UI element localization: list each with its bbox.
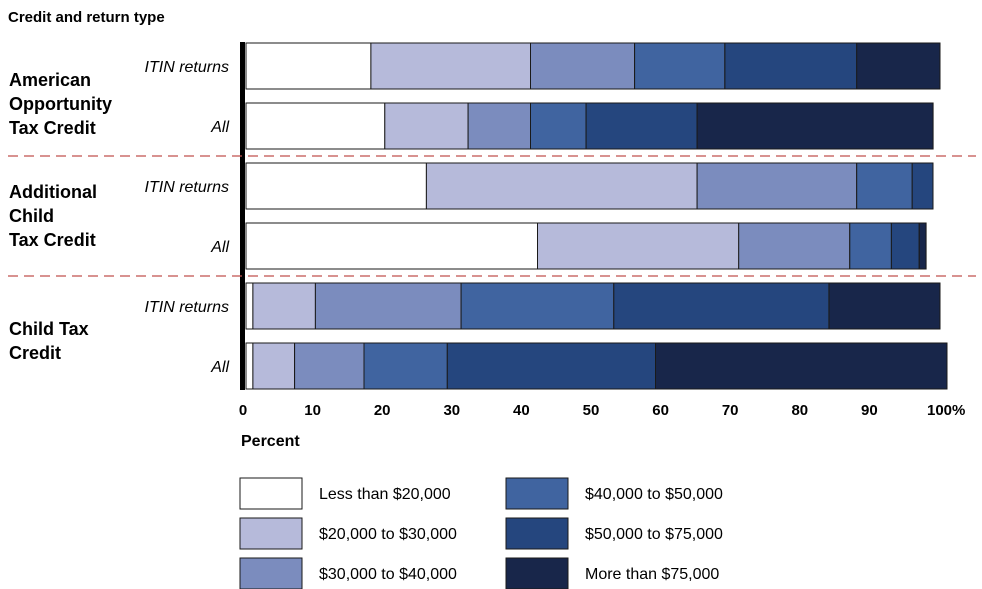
bar-segment-row2-series2 xyxy=(384,102,469,150)
y-axis-line xyxy=(240,42,245,390)
group-label-2-line-2: Child xyxy=(9,206,54,226)
row-label-2: All xyxy=(210,119,229,136)
bar-segment-row5-series1 xyxy=(245,282,254,330)
x-tick-label-5: 40 xyxy=(513,402,530,419)
bar-segment-row4-series6 xyxy=(918,222,927,270)
x-tick-label-6: 50 xyxy=(583,402,600,419)
bar-segment-row5-series3 xyxy=(314,282,462,330)
legend-swatch-1 xyxy=(239,477,303,510)
group-label-1-line-2: Opportunity xyxy=(9,94,112,114)
bar-segment-row2-series1 xyxy=(245,102,386,150)
bar-segment-row2-series4 xyxy=(530,102,587,150)
legend-swatch-4 xyxy=(505,477,569,510)
bar-segment-row1-series2 xyxy=(370,42,531,90)
legend-label-2: $20,000 to $30,000 xyxy=(319,526,457,543)
group-label-3-line-2: Credit xyxy=(9,343,61,363)
row-label-5: ITIN returns xyxy=(145,299,229,316)
x-tick-label-10: 90 xyxy=(861,402,878,419)
x-tick-label-7: 60 xyxy=(652,402,669,419)
bar-segment-row5-series4 xyxy=(460,282,615,330)
bar-segment-row3-series2 xyxy=(425,162,698,210)
x-tick-label-1: 0 xyxy=(239,402,247,419)
x-tick-label-3: 20 xyxy=(374,402,391,419)
group-label-2-line-3: Tax Credit xyxy=(9,230,96,250)
group-separators xyxy=(8,155,976,277)
legend-swatch-6 xyxy=(505,557,569,589)
bar-segment-row4-series4 xyxy=(849,222,892,270)
bar-segment-row1-series1 xyxy=(245,42,372,90)
legend-label-6: More than $75,000 xyxy=(585,566,719,583)
bar-segment-row1-series4 xyxy=(634,42,726,90)
x-tick-label-2: 10 xyxy=(304,402,321,419)
bar-segment-row3-series1 xyxy=(245,162,427,210)
bar-segment-row6-series3 xyxy=(294,342,365,390)
x-axis-ticks: 0 10 20 30 40 50 60 70 80 90 100% xyxy=(239,402,966,419)
group-label-1-line-1: American xyxy=(9,70,91,90)
bar-segment-row6-series1 xyxy=(245,342,254,390)
group-label-3-line-1: Child Tax xyxy=(9,319,89,339)
group-label-1-line-3: Tax Credit xyxy=(9,118,96,138)
row-label-3: ITIN returns xyxy=(145,179,229,196)
bar-segment-row6-series6 xyxy=(655,342,948,390)
bar-segment-row5-series2 xyxy=(252,282,316,330)
bar-segment-row6-series2 xyxy=(252,342,295,390)
bar-segment-row2-series5 xyxy=(585,102,698,150)
row-labels: American Opportunity Tax Credit ITIN return… xyxy=(9,59,229,376)
bar-segment-row4-series5 xyxy=(890,222,920,270)
bar-segment-row3-series3 xyxy=(696,162,858,210)
legend-label-4: $40,000 to $50,000 xyxy=(585,486,723,503)
row-label-4: All xyxy=(210,239,229,256)
x-tick-label-4: 30 xyxy=(443,402,460,419)
bar-segment-row3-series4 xyxy=(856,162,913,210)
bar-segment-row1-series5 xyxy=(724,42,858,90)
x-tick-label-8: 70 xyxy=(722,402,739,419)
legend-label-1: Less than $20,000 xyxy=(319,486,451,503)
bars-layer xyxy=(240,42,948,390)
bar-segment-row2-series3 xyxy=(467,102,532,150)
legend-swatch-3 xyxy=(239,557,303,589)
legend-swatch-2 xyxy=(239,517,303,550)
legend-label-3: $30,000 to $40,000 xyxy=(319,566,457,583)
group-label-2-line-1: Additional xyxy=(9,182,97,202)
legend-swatch-5 xyxy=(505,517,569,550)
bar-segment-row6-series5 xyxy=(446,342,656,390)
legend: Less than $20,000 $20,000 to $30,000 $30,0… xyxy=(239,477,723,589)
row-label-1: ITIN returns xyxy=(145,59,229,76)
x-axis-label: Percent xyxy=(241,433,300,450)
x-tick-label-9: 80 xyxy=(791,402,808,419)
bar-segment-row4-series2 xyxy=(537,222,740,270)
bar-segment-row5-series6 xyxy=(828,282,941,330)
bar-segment-row4-series3 xyxy=(738,222,851,270)
bar-segment-row1-series6 xyxy=(856,42,941,90)
x-tick-label-11: 100% xyxy=(927,402,965,419)
bar-segment-row6-series4 xyxy=(363,342,448,390)
row-label-6: All xyxy=(210,359,229,376)
legend-label-5: $50,000 to $75,000 xyxy=(585,526,723,543)
bar-segment-row4-series1 xyxy=(245,222,538,270)
chart-title: Credit and return type xyxy=(8,9,165,26)
bar-segment-row5-series5 xyxy=(613,282,830,330)
bar-segment-row1-series3 xyxy=(530,42,636,90)
bar-segment-row2-series6 xyxy=(696,102,934,150)
bar-segment-row3-series5 xyxy=(911,162,934,210)
